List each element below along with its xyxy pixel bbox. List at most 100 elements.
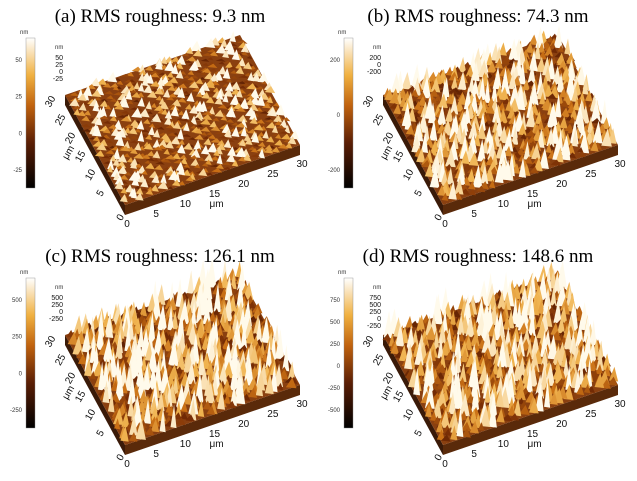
y-tick-label: 10 (83, 407, 98, 423)
colorbar (344, 278, 353, 428)
z-tick-label: 0 (59, 309, 63, 316)
y-tick-label: 20 (381, 130, 396, 146)
panel-title: (a) RMS roughness: 9.3 nm (55, 6, 266, 27)
colorbar-tick-label: -200 (328, 168, 341, 174)
x-axis-unit: μm (527, 199, 541, 210)
colorbar-tick-label: -25 (13, 168, 22, 174)
y-tick-label: 25 (371, 352, 386, 368)
y-tick-label: 10 (401, 407, 416, 423)
x-tick-label: 30 (296, 159, 308, 170)
z-axis-unit: nm (55, 285, 63, 291)
x-tick-label: 25 (267, 169, 279, 180)
z-axis-unit: nm (373, 285, 381, 291)
panel: (b) RMS roughness: 74.3 nmnm2000-200nm20… (328, 6, 626, 230)
colorbar-tick-label: 25 (15, 95, 22, 101)
colorbar-tick-label: 500 (12, 298, 23, 304)
surface-peak (564, 38, 570, 54)
y-tick-label: 5 (413, 188, 426, 199)
z-axis-unit: nm (55, 45, 63, 51)
surface-peak (227, 268, 237, 281)
x-tick-label: 5 (471, 449, 477, 460)
x-axis-unit: μm (527, 439, 541, 450)
y-tick-label: 30 (361, 94, 376, 110)
y-tick-label: 25 (53, 112, 68, 128)
x-tick-label: 5 (153, 449, 159, 460)
colorbar-tick-label: -250 (328, 386, 341, 392)
colorbar (26, 278, 35, 428)
y-tick-label: 10 (401, 167, 416, 183)
z-tick-label: 250 (369, 309, 381, 316)
y-tick-label: 5 (413, 428, 426, 439)
x-tick-label: 30 (296, 399, 308, 410)
colorbar-tick-label: 0 (19, 131, 23, 137)
x-tick-label: 10 (498, 439, 510, 450)
x-tick-label: 10 (498, 199, 510, 210)
surface-peak (406, 316, 414, 328)
colorbar-unit: nm (20, 30, 28, 36)
x-tick-label: 30 (614, 159, 626, 170)
y-tick-label: 5 (95, 428, 108, 439)
panel: (c) RMS roughness: 126.1 nmnm5002500-250… (10, 246, 308, 470)
z-tick-label: 25 (55, 62, 63, 69)
z-tick-label: -200 (367, 69, 381, 76)
colorbar-tick-label: -250 (10, 408, 23, 414)
surface-peak (191, 41, 202, 52)
z-tick-label: 250 (51, 302, 63, 309)
y-tick-label: 20 (63, 370, 78, 386)
x-tick-label: 20 (556, 179, 568, 190)
x-tick-label: 25 (585, 169, 597, 180)
y-tick-label: 30 (361, 334, 376, 350)
x-tick-label: 5 (153, 209, 159, 220)
panel: (d) RMS roughness: 148.6 nmnm7505002500-… (328, 246, 626, 470)
x-tick-label: 10 (180, 199, 192, 210)
y-tick-label: 20 (381, 370, 396, 386)
colorbar-unit: nm (338, 270, 346, 276)
panel-title: (b) RMS roughness: 74.3 nm (367, 6, 588, 27)
colorbar-tick-label: 0 (337, 364, 341, 370)
colorbar-tick-label: 200 (330, 58, 341, 64)
figure: (a) RMS roughness: 9.3 nmnm50250-25nm502… (0, 0, 637, 481)
z-tick-label: 0 (377, 316, 381, 323)
colorbar (344, 38, 353, 188)
x-axis-unit: μm (209, 439, 223, 450)
x-tick-label: 10 (180, 439, 192, 450)
x-tick-label: 30 (614, 399, 626, 410)
z-axis-unit: nm (373, 45, 381, 51)
surface-peak (229, 31, 236, 42)
y-tick-label: 20 (63, 130, 78, 146)
z-tick-label: 50 (55, 55, 63, 62)
colorbar-tick-label: 750 (330, 298, 341, 304)
z-tick-label: 200 (369, 55, 381, 62)
z-tick-label: 0 (377, 62, 381, 69)
x-tick-label: 20 (238, 179, 250, 190)
colorbar-tick-label: 0 (19, 371, 23, 377)
y-tick-label: 25 (371, 112, 386, 128)
x-tick-label: 20 (556, 419, 568, 430)
colorbar-unit: nm (20, 270, 28, 276)
z-tick-label: 500 (369, 302, 381, 309)
x-tick-label: 20 (238, 419, 250, 430)
colorbar-unit: nm (338, 30, 346, 36)
y-tick-label: 30 (43, 94, 58, 110)
colorbar (26, 38, 35, 188)
z-tick-label: 0 (59, 69, 63, 76)
surface-peak (187, 270, 194, 294)
y-tick-label: 10 (83, 167, 98, 183)
colorbar-tick-label: 500 (330, 320, 341, 326)
z-tick-label: -25 (53, 76, 63, 83)
colorbar-tick-label: 250 (330, 342, 341, 348)
z-tick-label: -250 (49, 316, 63, 323)
colorbar-tick-label: 50 (15, 58, 22, 64)
colorbar-tick-label: -500 (328, 408, 341, 414)
colorbar-tick-label: 250 (12, 335, 23, 341)
x-tick-label: 5 (471, 209, 477, 220)
panel: (a) RMS roughness: 9.3 nmnm50250-25nm502… (13, 6, 308, 230)
z-tick-label: 500 (51, 295, 63, 302)
y-tick-label: 25 (53, 352, 68, 368)
colorbar-tick-label: 0 (337, 113, 341, 119)
x-axis-unit: μm (209, 199, 223, 210)
z-tick-label: 750 (369, 295, 381, 302)
panel-title: (c) RMS roughness: 126.1 nm (45, 246, 275, 267)
surface-peak (107, 72, 117, 83)
x-tick-label: 25 (585, 409, 597, 420)
